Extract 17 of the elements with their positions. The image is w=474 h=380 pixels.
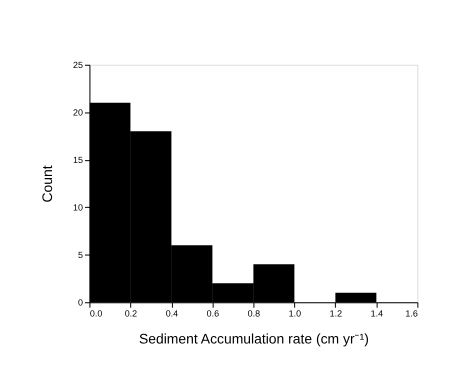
y-tick-label: 0 [78, 298, 83, 308]
x-tick-label: 0.0 [90, 308, 102, 319]
x-tick-label: 0.4 [166, 308, 178, 319]
y-tick-label: 20 [73, 108, 83, 118]
x-tick-label: 1.2 [330, 308, 342, 319]
y-axis-title: Count [39, 165, 56, 203]
y-tick-label: 15 [73, 155, 83, 166]
x-tick-label: 1.0 [288, 308, 302, 319]
x-tick-label: 1.6 [405, 308, 418, 319]
y-tick-label: 10 [73, 202, 83, 213]
x-tick-label: 0.2 [124, 308, 138, 319]
y-tick-label: 5 [78, 250, 83, 260]
y-tick-label: 25 [73, 60, 83, 70]
x-tick-label: 0.8 [248, 308, 260, 319]
x-axis-title: Sediment Accumulation rate (cm yr⁻¹) [138, 330, 369, 346]
x-tick-label: 1.4 [370, 308, 384, 319]
x-tick-label: 0.6 [206, 308, 220, 319]
